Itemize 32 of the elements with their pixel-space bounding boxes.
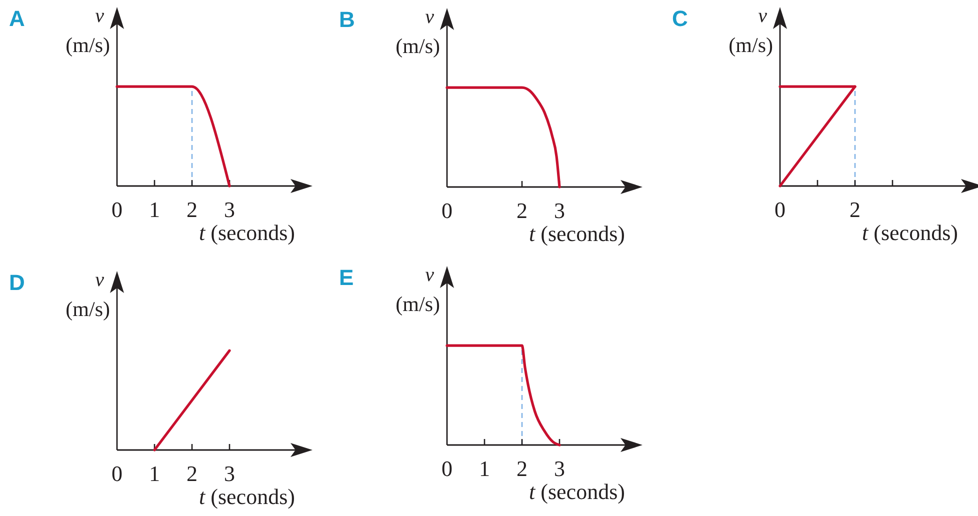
x-tick-label: 2 [516, 456, 528, 481]
x-tick-label: 0 [442, 456, 452, 481]
x-axis-title: t (seconds) [529, 221, 625, 246]
x-tick-label: 1 [149, 197, 160, 222]
chart-title: A [9, 6, 25, 31]
x-tick-label: 3 [554, 198, 565, 223]
x-tick-label: 1 [479, 456, 490, 481]
x-tick-label: 1 [149, 461, 160, 486]
y-axis-title: v (m/s) [728, 5, 774, 57]
x-tick-label: 2 [186, 197, 198, 222]
x-axis-title: t (seconds) [199, 220, 295, 245]
x-tick-label: 0 [442, 198, 452, 223]
x-axis-title: t (seconds) [199, 484, 295, 509]
chart-title: D [9, 270, 25, 295]
x-tick-label: 0 [112, 197, 122, 222]
x-tick-label: 0 [774, 197, 786, 222]
y-axis-title: v (m/s) [396, 264, 440, 316]
x-axis-title: t (seconds) [529, 479, 625, 504]
chart-title: E [339, 265, 354, 290]
chart-title: C [672, 6, 688, 31]
chart-title: B [339, 7, 355, 32]
x-axis-title: t (seconds) [862, 220, 958, 245]
x-tick-label: 3 [554, 456, 565, 481]
x-tick-label: 3 [224, 197, 235, 222]
x-tick-label: 2 [850, 197, 860, 222]
x-tick-label: 3 [224, 461, 235, 486]
x-tick-label: 0 [112, 461, 122, 486]
x-tick-label: 2 [516, 198, 528, 223]
y-axis-title: v (m/s) [66, 5, 110, 57]
y-axis-title: v (m/s) [66, 269, 110, 321]
y-axis-title: v (m/s) [396, 6, 440, 58]
x-tick-label: 2 [186, 461, 198, 486]
